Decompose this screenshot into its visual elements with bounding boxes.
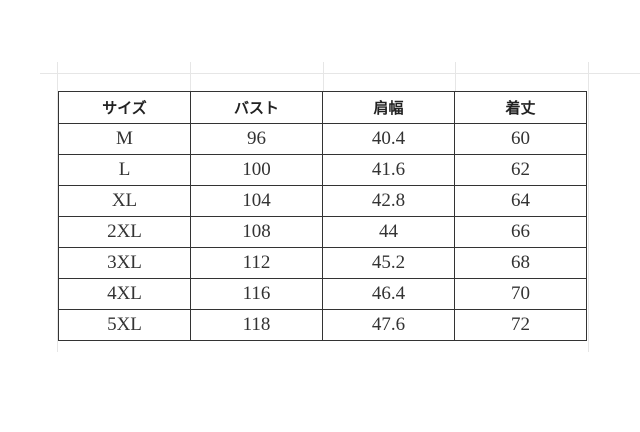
- header-shoulder: 肩幅: [322, 91, 455, 124]
- table-row: M 96 40.4 60: [58, 123, 587, 155]
- table-row: 4XL 116 46.4 70: [58, 278, 587, 310]
- cell-size: 5XL: [58, 309, 191, 341]
- table-row: XL 104 42.8 64: [58, 185, 587, 217]
- cell-bust: 108: [190, 216, 323, 248]
- cell-bust: 116: [190, 278, 323, 310]
- cell-length: 62: [454, 154, 587, 186]
- table-row: L 100 41.6 62: [58, 154, 587, 186]
- cell-size: L: [58, 154, 191, 186]
- cell-size: 2XL: [58, 216, 191, 248]
- cell-shoulder: 44: [322, 216, 455, 248]
- cell-length: 68: [454, 247, 587, 279]
- cell-size: 3XL: [58, 247, 191, 279]
- header-length: 着丈: [454, 91, 587, 124]
- cell-length: 64: [454, 185, 587, 217]
- header-size: サイズ: [58, 91, 191, 124]
- cell-shoulder: 41.6: [322, 154, 455, 186]
- table-row: 5XL 118 47.6 72: [58, 309, 587, 341]
- header-bust: バスト: [190, 91, 323, 124]
- cell-shoulder: 42.8: [322, 185, 455, 217]
- cell-length: 60: [454, 123, 587, 155]
- gridline: [588, 62, 589, 352]
- cell-bust: 104: [190, 185, 323, 217]
- cell-shoulder: 47.6: [322, 309, 455, 341]
- gridline: [57, 62, 58, 352]
- cell-length: 66: [454, 216, 587, 248]
- cell-bust: 118: [190, 309, 323, 341]
- size-chart-table: サイズ バスト 肩幅 着丈 M 96 40.4 60 L 100 41.6 62 XL 104 42…: [58, 91, 587, 341]
- cell-size: XL: [58, 185, 191, 217]
- gridline: [190, 62, 191, 92]
- cell-length: 70: [454, 278, 587, 310]
- cell-bust: 112: [190, 247, 323, 279]
- gridline: [455, 62, 456, 92]
- cell-size: M: [58, 123, 191, 155]
- cell-bust: 96: [190, 123, 323, 155]
- table-row: 2XL 108 44 66: [58, 216, 587, 248]
- cell-length: 72: [454, 309, 587, 341]
- cell-shoulder: 45.2: [322, 247, 455, 279]
- cell-size: 4XL: [58, 278, 191, 310]
- gridline: [40, 73, 640, 74]
- gridline: [323, 62, 324, 92]
- cell-shoulder: 40.4: [322, 123, 455, 155]
- header-row: サイズ バスト 肩幅 着丈: [58, 91, 587, 124]
- cell-shoulder: 46.4: [322, 278, 455, 310]
- cell-bust: 100: [190, 154, 323, 186]
- table-row: 3XL 112 45.2 68: [58, 247, 587, 279]
